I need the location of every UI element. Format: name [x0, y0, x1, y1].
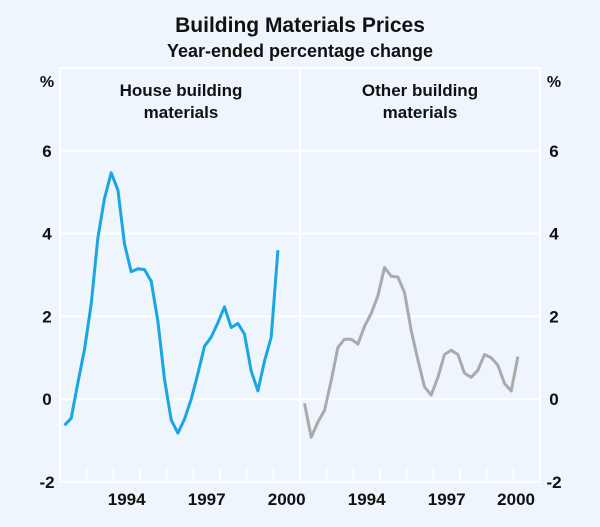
series-line-other-building-materials	[303, 266, 520, 439]
y-tick-label-right: 6	[549, 142, 558, 161]
plot-frame	[59, 67, 541, 483]
x-tick-label: 1997	[428, 490, 466, 509]
y-tick-label-left: 4	[42, 225, 52, 244]
x-tick-label: 1994	[108, 490, 146, 509]
x-tick-labels: 1994 1997 2000 1994 1997 2000	[108, 490, 535, 509]
y-tick-label-right: 4	[549, 225, 559, 244]
y-unit-left: %	[40, 74, 54, 91]
panel-title-house-line2: materials	[144, 103, 219, 122]
x-tick-label: 2000	[497, 490, 535, 509]
y-tick-label-right: 0	[549, 390, 558, 409]
panel-title-other-line2: materials	[383, 103, 458, 122]
y-tick-label-left: -2	[39, 473, 54, 492]
y-tick-label-left: 6	[42, 142, 51, 161]
y-tick-label-right: -2	[546, 473, 561, 492]
y-unit-right: %	[547, 74, 561, 91]
y-tick-label-left: 0	[42, 390, 51, 409]
panel-title-house-line1: House building	[120, 81, 243, 100]
series-line-house-building-materials	[63, 171, 280, 435]
x-tick-label: 1994	[348, 490, 386, 509]
y-tick-label-left: 2	[42, 307, 51, 326]
y-tick-label-right: 2	[549, 307, 558, 326]
chart-title: Building Materials Prices	[175, 14, 425, 37]
x-tick-label: 2000	[268, 490, 306, 509]
chart-subtitle: Year-ended percentage change	[167, 41, 433, 61]
series-lines	[63, 171, 520, 439]
x-tick-label: 1997	[188, 490, 226, 509]
y-tick-labels: 6 6 4 4 2 2 0 0 -2 -2	[39, 142, 561, 492]
panel-title-other-line1: Other building	[362, 81, 478, 100]
